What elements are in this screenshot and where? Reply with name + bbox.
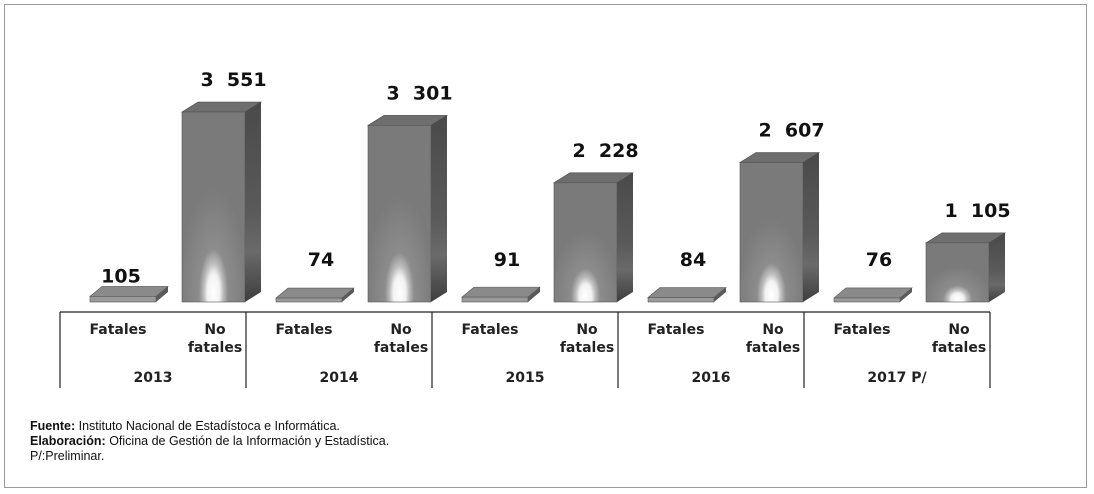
bar-fatales-top xyxy=(834,288,912,298)
bar-no-fatales-side xyxy=(803,153,819,302)
value-label-no-fatales: 1 105 xyxy=(944,200,1010,222)
bar-fatales xyxy=(834,298,900,302)
bar-no-fatales xyxy=(368,125,431,302)
bar-fatales xyxy=(90,296,156,302)
value-label-fatales: 91 xyxy=(494,249,520,271)
bar-no-fatales-side xyxy=(617,173,633,302)
subcategory-label-no-fatales: No xyxy=(948,322,970,338)
subcategory-label-fatales: Fatales xyxy=(648,322,705,338)
category-label: 2016 xyxy=(692,370,731,386)
source-note: Fuente: Instituto Nacional de Estadístoc… xyxy=(30,419,389,434)
preliminary-note: P/:Preliminar. xyxy=(30,449,389,464)
bar-no-fatales xyxy=(926,243,989,302)
value-label-no-fatales: 3 551 xyxy=(200,69,266,91)
value-label-fatales: 74 xyxy=(308,249,334,271)
value-label-no-fatales: 2 228 xyxy=(572,140,638,162)
elaboration-note: Elaboración: Oficina de Gestión de la In… xyxy=(30,434,389,449)
category-label: 2017 P/ xyxy=(867,370,927,386)
bar-no-fatales-side xyxy=(431,115,447,302)
subcategory-label-no-fatales: No xyxy=(762,322,784,338)
value-label-fatales: 76 xyxy=(866,249,892,271)
subcategory-label-no-fatales-line2: fatales xyxy=(374,340,428,356)
value-label-fatales: 84 xyxy=(680,249,706,271)
subcategory-label-no-fatales-line2: fatales xyxy=(932,340,986,356)
bar-no-fatales xyxy=(554,183,617,302)
bar-no-fatales xyxy=(740,163,803,302)
subcategory-label-fatales: Fatales xyxy=(834,322,891,338)
subcategory-label-no-fatales: No xyxy=(390,322,412,338)
value-label-no-fatales: 2 607 xyxy=(758,120,824,142)
bar-no-fatales-side xyxy=(245,102,261,302)
subcategory-label-no-fatales: No xyxy=(576,322,598,338)
subcategory-label-no-fatales-line2: fatales xyxy=(188,340,242,356)
category-label: 2014 xyxy=(320,370,359,386)
category-label: 2013 xyxy=(134,370,173,386)
subcategory-label-fatales: Fatales xyxy=(90,322,147,338)
bar-fatales xyxy=(276,298,342,302)
bar-no-fatales-side xyxy=(989,233,1005,302)
subcategory-label-fatales: Fatales xyxy=(462,322,519,338)
bar-fatales-top xyxy=(648,288,726,298)
category-label: 2015 xyxy=(506,370,545,386)
value-label-fatales: 105 xyxy=(101,265,141,287)
bar-fatales xyxy=(648,298,714,302)
chart-notes: Fuente: Instituto Nacional de Estadístoc… xyxy=(30,419,389,464)
subcategory-label-fatales: Fatales xyxy=(276,322,333,338)
value-label-no-fatales: 3 301 xyxy=(386,82,452,104)
subcategory-label-no-fatales-line2: fatales xyxy=(746,340,800,356)
bar-fatales-top xyxy=(462,287,540,297)
bar-fatales xyxy=(462,297,528,302)
subcategory-label-no-fatales: No xyxy=(204,322,226,338)
subcategory-label-no-fatales-line2: fatales xyxy=(560,340,614,356)
bar-fatales-top xyxy=(276,288,354,298)
bar-fatales-top xyxy=(90,286,168,296)
bar-no-fatales xyxy=(182,112,245,302)
